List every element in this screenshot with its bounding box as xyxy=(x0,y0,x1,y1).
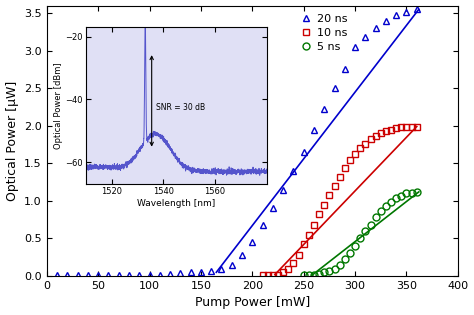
20 ns xyxy=(229,263,235,267)
10 ns xyxy=(270,273,276,277)
5 ns xyxy=(327,269,332,273)
5 ns xyxy=(368,223,374,227)
Line: 5 ns: 5 ns xyxy=(300,188,420,279)
20 ns xyxy=(301,150,307,154)
10 ns xyxy=(296,253,301,257)
10 ns xyxy=(321,203,327,207)
10 ns xyxy=(399,125,404,129)
10 ns xyxy=(409,125,414,129)
10 ns xyxy=(363,142,368,146)
5 ns xyxy=(414,190,419,194)
5 ns xyxy=(311,273,317,277)
20 ns xyxy=(54,273,60,277)
20 ns xyxy=(157,273,163,277)
5 ns xyxy=(352,244,358,248)
5 ns xyxy=(363,229,368,233)
20 ns xyxy=(116,273,121,277)
10 ns xyxy=(337,175,343,179)
10 ns xyxy=(347,158,353,162)
20 ns xyxy=(332,86,337,90)
20 ns xyxy=(311,128,317,131)
20 ns xyxy=(126,273,132,277)
10 ns xyxy=(260,273,265,277)
5 ns xyxy=(404,192,410,195)
10 ns xyxy=(352,152,358,156)
5 ns xyxy=(347,252,353,255)
Legend: 20 ns, 10 ns, 5 ns: 20 ns, 10 ns, 5 ns xyxy=(299,14,347,52)
10 ns xyxy=(373,134,379,137)
20 ns xyxy=(64,273,70,277)
5 ns xyxy=(301,273,307,277)
10 ns xyxy=(327,193,332,197)
20 ns xyxy=(209,269,214,273)
20 ns xyxy=(167,272,173,276)
20 ns xyxy=(188,270,193,274)
10 ns xyxy=(275,273,281,277)
5 ns xyxy=(316,272,322,276)
5 ns xyxy=(383,204,389,208)
20 ns xyxy=(414,8,419,11)
10 ns xyxy=(301,243,307,246)
20 ns xyxy=(352,45,358,49)
20 ns xyxy=(270,207,276,210)
10 ns xyxy=(388,128,394,131)
20 ns xyxy=(342,67,347,71)
5 ns xyxy=(388,200,394,203)
10 ns xyxy=(306,233,312,237)
10 ns xyxy=(316,213,322,216)
20 ns xyxy=(146,273,152,277)
10 ns xyxy=(383,129,389,133)
10 ns xyxy=(342,166,347,170)
5 ns xyxy=(378,209,383,213)
20 ns xyxy=(280,188,286,192)
20 ns xyxy=(95,273,101,277)
20 ns xyxy=(198,270,204,273)
Line: 20 ns: 20 ns xyxy=(54,6,420,279)
20 ns xyxy=(321,107,327,111)
5 ns xyxy=(399,194,404,198)
5 ns xyxy=(337,263,343,267)
20 ns xyxy=(363,35,368,39)
5 ns xyxy=(332,266,337,270)
X-axis label: Pump Power [mW]: Pump Power [mW] xyxy=(195,296,310,309)
Y-axis label: Optical Power [μW]: Optical Power [μW] xyxy=(6,81,18,201)
10 ns xyxy=(357,146,363,150)
20 ns xyxy=(249,240,255,244)
10 ns xyxy=(285,266,291,270)
20 ns xyxy=(177,271,183,275)
20 ns xyxy=(137,273,142,277)
10 ns xyxy=(414,125,419,129)
10 ns xyxy=(311,223,317,227)
20 ns xyxy=(373,26,379,30)
20 ns xyxy=(291,169,296,173)
20 ns xyxy=(383,19,389,22)
10 ns xyxy=(265,273,271,277)
5 ns xyxy=(321,270,327,274)
20 ns xyxy=(85,273,91,277)
10 ns xyxy=(280,270,286,274)
10 ns xyxy=(291,261,296,264)
10 ns xyxy=(368,137,374,141)
20 ns xyxy=(404,10,410,14)
Line: 10 ns: 10 ns xyxy=(259,123,420,279)
10 ns xyxy=(332,184,337,188)
20 ns xyxy=(106,273,111,277)
5 ns xyxy=(357,237,363,240)
10 ns xyxy=(404,125,410,129)
5 ns xyxy=(306,273,312,277)
5 ns xyxy=(342,258,347,261)
20 ns xyxy=(239,253,245,257)
5 ns xyxy=(409,191,414,195)
20 ns xyxy=(219,267,224,271)
10 ns xyxy=(378,131,383,135)
10 ns xyxy=(393,126,399,130)
20 ns xyxy=(393,14,399,17)
5 ns xyxy=(373,215,379,219)
5 ns xyxy=(393,196,399,200)
20 ns xyxy=(260,223,265,227)
20 ns xyxy=(75,273,81,277)
